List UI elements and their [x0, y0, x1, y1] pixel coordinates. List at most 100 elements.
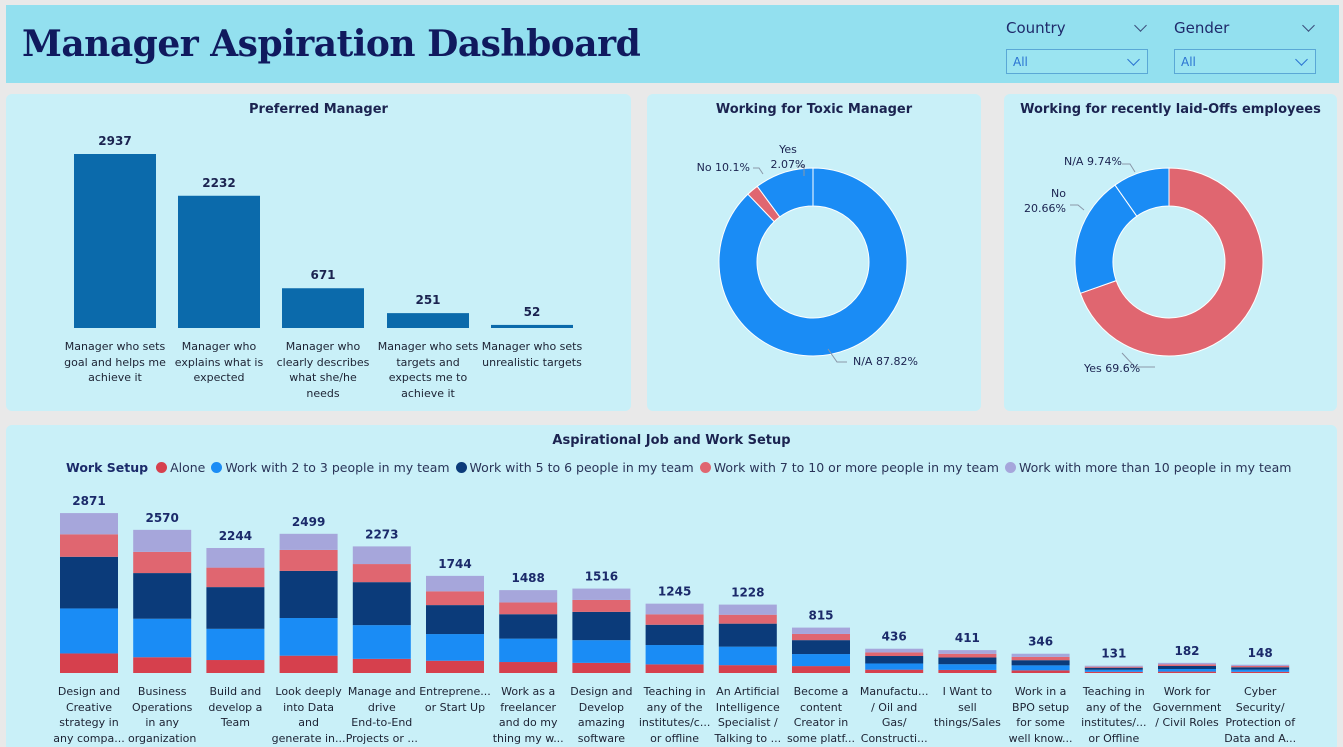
gender-filter-label: Gender	[1174, 19, 1230, 37]
category-label-line: Manager who	[181, 340, 257, 353]
category-label-line: needs	[306, 386, 340, 400]
chevron-down-icon[interactable]	[1302, 19, 1315, 32]
donut-slice[interactable]	[718, 167, 908, 357]
category-label-line: unrealistic targets	[482, 355, 582, 369]
category-label-line: institutes/c...	[638, 716, 711, 729]
slice-label: No	[1051, 187, 1066, 200]
donut-slice[interactable]	[756, 167, 814, 218]
category-label-line: Manager who	[285, 340, 361, 353]
category-label: Manager who sets targets and expects me to…	[374, 339, 482, 401]
category-label-line: software	[577, 731, 626, 745]
circle-icon	[156, 462, 168, 473]
category-label-line: Business	[137, 685, 187, 698]
category-label: Work in a BPO setup for some well know...	[1003, 684, 1079, 746]
donut-slice[interactable]	[1079, 167, 1264, 357]
legend-item-alone[interactable]: Alone	[156, 460, 205, 475]
category-label-line: Cyber	[1243, 685, 1277, 698]
page-title: Manager Aspiration Dashboard	[22, 23, 641, 65]
category-label-line: An Artificial	[716, 685, 780, 698]
leader-line	[1070, 204, 1085, 211]
category-label-line: End-to-End	[351, 716, 413, 729]
category-label-line: Look deeply	[275, 685, 342, 698]
preferred-manager-panel: Preferred Manager 2937 2232 671 251 52 Manag…	[6, 94, 631, 411]
chevron-down-icon[interactable]	[1295, 52, 1308, 66]
category-label-line: Intelligence	[715, 700, 780, 714]
preferred-manager-title: Preferred Manager	[249, 102, 388, 117]
slice-label: Yes	[778, 143, 797, 156]
legend-item-10-plus[interactable]: Work with more than 10 people in my team	[1004, 460, 1291, 475]
category-label: Work as a freelancer and do my thing my w..…	[490, 684, 566, 746]
category-label: Manager who sets goal and helps me achieve…	[61, 339, 169, 386]
country-filter-label: Country	[1006, 19, 1066, 37]
legend-title: Work Setup	[66, 460, 149, 475]
bar[interactable]	[74, 154, 156, 328]
category-label: Work for Government / Civil Roles	[1149, 684, 1225, 731]
category-label-line: Manage and	[347, 685, 416, 698]
laid-offs-title: Working for recently laid-Offs employees	[1020, 102, 1321, 117]
category-label-line: Work in a	[1014, 685, 1067, 698]
category-label-line: sell	[958, 700, 977, 714]
chevron-down-icon[interactable]	[1134, 19, 1147, 32]
leader-line	[796, 165, 805, 176]
category-label-line: or Start Up	[424, 700, 486, 714]
legend-item-2-3[interactable]: Work with 2 to 3 people in my team	[211, 460, 450, 475]
country-select-value: All	[1013, 54, 1028, 69]
bar[interactable]	[282, 288, 364, 328]
category-label-line: what she/he	[289, 371, 357, 384]
category-label: Build and develop a Team	[197, 684, 273, 731]
category-label-line: Operations	[131, 700, 193, 714]
category-label-line: drive	[367, 700, 396, 714]
category-label: Design and Develop amazing software	[563, 684, 639, 746]
gender-filter[interactable]: Gender All	[1174, 17, 1316, 74]
category-label-line: Manager who sets	[481, 340, 583, 353]
legend-item-5-6[interactable]: Work with 5 to 6 people in my team	[455, 460, 694, 475]
category-label-line: Projects or ...	[345, 731, 418, 745]
category-label: An Artificial Intelligence Specialist / Tal…	[710, 684, 786, 746]
category-label-line: achieve it	[401, 386, 455, 400]
category-label-line: things/Sales	[933, 716, 1001, 729]
category-label-line: any compa...	[53, 731, 125, 745]
category-label-line: amazing	[577, 716, 625, 729]
category-label: Entreprene... or Start Up	[417, 684, 493, 715]
toxic-manager-title: Working for Toxic Manager	[715, 102, 913, 117]
chevron-down-icon[interactable]	[1127, 52, 1140, 66]
country-filter[interactable]: Country All	[1006, 17, 1148, 74]
slice-label: Yes 69.6%	[1083, 362, 1140, 375]
legend-item-7-10[interactable]: Work with 7 to 10 or more people in my t…	[699, 460, 999, 475]
category-label-line: Design and	[570, 685, 633, 698]
category-label-line: Manufactu...	[859, 685, 929, 698]
leader-line	[753, 167, 764, 175]
category-label-line: Team	[220, 716, 250, 729]
data-label: 52	[524, 305, 541, 319]
category-label-line: Security/	[1235, 700, 1285, 714]
gender-select[interactable]: All	[1174, 49, 1316, 74]
category-label-line: organization	[127, 731, 197, 745]
category-label-line: content	[799, 700, 843, 714]
category-label-line: Protection of	[1225, 716, 1296, 729]
donut-slice[interactable]	[1114, 167, 1170, 217]
bar[interactable]	[491, 324, 573, 328]
laid-offs-panel: Working for recently laid-Offs employees…	[1004, 94, 1337, 411]
data-label: 2232	[202, 176, 235, 190]
category-label-line: for some	[1016, 716, 1065, 729]
category-label-line: Creator in	[793, 716, 849, 729]
category-label: Teaching in any of the institutes/... or Of…	[1076, 684, 1152, 746]
category-label-line: into Data	[283, 700, 335, 714]
category-label-line: Build and	[209, 685, 262, 698]
category-label-line: Specialist /	[717, 716, 778, 729]
category-label-line: or offline	[650, 731, 700, 745]
bar[interactable]	[178, 195, 260, 328]
country-select[interactable]: All	[1006, 49, 1148, 74]
category-label-line: Design and	[57, 685, 121, 698]
category-label: Manager who sets unrealistic targets	[478, 339, 586, 370]
bar[interactable]	[387, 313, 469, 328]
category-label-line: and	[298, 716, 319, 729]
category-label-line: BPO setup	[1012, 700, 1070, 714]
category-label: Become a content Creator in some platf...	[783, 684, 859, 746]
category-label-line: goal and helps me	[64, 355, 166, 369]
category-label-line: expects me to	[388, 371, 468, 384]
category-label: Manufactu... / Oil and Gas/Constructi...	[856, 684, 932, 746]
category-label-line: any of the	[646, 700, 703, 714]
category-label: Design and Creative strategy in any compa..…	[51, 684, 127, 746]
slice-label: 2.07%	[771, 158, 806, 171]
